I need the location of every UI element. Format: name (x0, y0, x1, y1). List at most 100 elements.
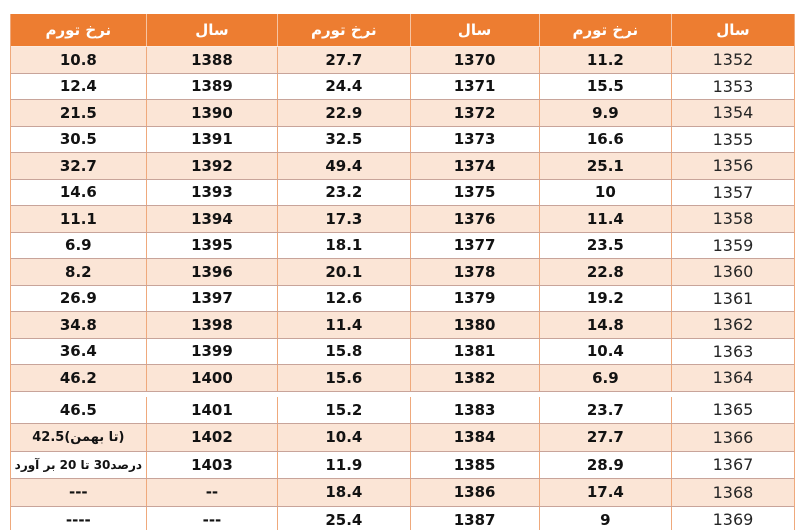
header-cell-inflation-rate: نرخ تورم (277, 14, 409, 46)
year-cell: 1371 (409, 73, 539, 99)
inflation-rate-cell: 23.5 (538, 232, 671, 258)
inflation-rate-cell: 11.4 (277, 312, 409, 338)
year-cell: 1383 (409, 396, 539, 423)
inflation-rate-cell: 18.4 (277, 479, 409, 506)
year-cell: 1354 (671, 100, 794, 126)
inflation-rate-cell: 46.2 (59, 368, 97, 387)
inflation-rate-cell: 10.4 (538, 338, 671, 364)
table-row: 6.9 1395 18.1 1377 23.5 1359 (11, 232, 794, 259)
inflation-rate-cell: 12.6 (277, 285, 409, 311)
inflation-rate-cell: --- (68, 483, 88, 502)
year-cell: 1368 (671, 479, 794, 506)
table-row: 8.2 1396 20.1 1378 22.8 1360 (11, 259, 794, 286)
table-body: 10.8 1388 27.7 1370 11.2 1352 12.4 1389 24.4 1371… (11, 47, 794, 530)
inflation-rate-cell: 10.4 (277, 424, 409, 451)
year-cell: 1373 (409, 126, 539, 152)
inflation-rate-cell: 15.5 (538, 73, 671, 99)
inflation-rate-cell: 27.7 (538, 424, 671, 451)
year-cell: 1374 (409, 153, 539, 179)
header-cell-year: سال (145, 14, 278, 46)
table-row: 36.4 1399 15.8 1381 10.4 1363 (11, 338, 794, 365)
inflation-rate-cell: 14.6 (59, 183, 97, 202)
inflation-rate-cell: 24.4 (277, 73, 409, 99)
year-cell: 1372 (409, 100, 539, 126)
year-cell: 1382 (409, 365, 539, 391)
table-row: 42.5(تا بهمن) 1402 10.4 1384 27.7 1366 (11, 424, 794, 452)
inflation-rate-cell: 10.8 (59, 50, 97, 69)
year-cell: 1378 (409, 259, 539, 285)
year-cell: 1387 (409, 506, 539, 530)
year-cell: 1392 (145, 153, 278, 179)
inflation-rate-cell: 6.9 (538, 365, 671, 391)
year-cell: 1376 (409, 206, 539, 232)
year-cell: 1369 (671, 506, 794, 530)
year-cell: 1394 (145, 206, 278, 232)
year-cell: 1361 (671, 285, 794, 311)
year-cell: 1358 (671, 206, 794, 232)
year-cell: 1393 (145, 179, 278, 205)
year-cell: 1396 (145, 259, 278, 285)
table-section-gap (11, 391, 794, 397)
inflation-rate-cell: 27.7 (277, 47, 409, 73)
inflation-rate-cell: 14.8 (538, 312, 671, 338)
inflation-rate-cell: 21.5 (59, 103, 97, 122)
year-cell: 1359 (671, 232, 794, 258)
year-cell: 1397 (145, 285, 278, 311)
inflation-table: نرخ تورم سال نرخ تورم سال نرخ تورم سال 10.8 13… (10, 14, 795, 530)
year-cell: 1364 (671, 365, 794, 391)
year-cell: 1380 (409, 312, 539, 338)
inflation-rate-cell: 11.2 (538, 47, 671, 73)
inflation-rate-cell: 23.2 (277, 179, 409, 205)
inflation-rate-cell: 42.5(تا بهمن) (32, 429, 125, 445)
year-cell: 1360 (671, 259, 794, 285)
header-cell-year: سال (409, 14, 539, 46)
inflation-rate-cell: 12.4 (59, 77, 97, 96)
year-cell: -- (145, 479, 278, 506)
year-cell: 1363 (671, 338, 794, 364)
year-cell: 1381 (409, 338, 539, 364)
table-header: نرخ تورم سال نرخ تورم سال نرخ تورم سال (11, 14, 794, 47)
inflation-rate-cell: 22.8 (538, 259, 671, 285)
year-cell: 1388 (145, 47, 278, 73)
year-cell: 1390 (145, 100, 278, 126)
table-row: بر آورد‎ 20 تا‎ 30درصد 1403 11.9 1385 28.9 13… (11, 451, 794, 479)
year-cell: 1402 (145, 424, 278, 451)
year-cell: 1357 (671, 179, 794, 205)
year-cell: 1370 (409, 47, 539, 73)
year-cell: 1399 (145, 338, 278, 364)
inflation-rate-cell: 30.5 (59, 130, 97, 149)
year-cell: 1356 (671, 153, 794, 179)
year-cell: 1355 (671, 126, 794, 152)
header-cell-inflation-rate: نرخ تورم (538, 14, 671, 46)
table-row: 21.5 1390 22.9 1372 9.9 1354 (11, 100, 794, 127)
year-cell: 1389 (145, 73, 278, 99)
table-row: 12.4 1389 24.4 1371 15.5 1353 (11, 73, 794, 100)
inflation-rate-cell: 32.7 (59, 156, 97, 175)
inflation-rate-cell: 28.9 (538, 451, 671, 478)
inflation-rate-cell: 26.9 (59, 289, 97, 308)
year-cell: 1366 (671, 424, 794, 451)
year-cell: 1398 (145, 312, 278, 338)
table-row: --- -- 18.4 1386 17.4 1368 (11, 479, 794, 507)
year-cell: 1367 (671, 451, 794, 478)
year-cell: 1375 (409, 179, 539, 205)
year-cell: 1379 (409, 285, 539, 311)
inflation-rate-cell: 11.4 (538, 206, 671, 232)
inflation-rate-cell: 11.1 (59, 209, 97, 228)
year-cell: 1386 (409, 479, 539, 506)
header-cell-inflation-rate: نرخ تورم (45, 21, 112, 39)
year-cell: --- (145, 506, 278, 530)
table-row: 30.5 1391 32.5 1373 16.6 1355 (11, 126, 794, 153)
inflation-rate-cell: 10 (538, 179, 671, 205)
inflation-rate-cell: 17.4 (538, 479, 671, 506)
inflation-rate-cell: 6.9 (65, 236, 92, 255)
inflation-rate-cell: 49.4 (277, 153, 409, 179)
table-row: ---- --- 25.4 1387 9 1369 (11, 506, 794, 530)
inflation-rate-cell: 18.1 (277, 232, 409, 258)
header-cell-year: سال (671, 14, 794, 46)
table-row: 14.6 1393 23.2 1375 10 1357 (11, 179, 794, 206)
table-row: 26.9 1397 12.6 1379 19.2 1361 (11, 285, 794, 312)
inflation-rate-cell: 23.7 (538, 396, 671, 423)
inflation-rate-cell: بر آورد‎ 20 تا‎ 30درصد (14, 457, 143, 472)
